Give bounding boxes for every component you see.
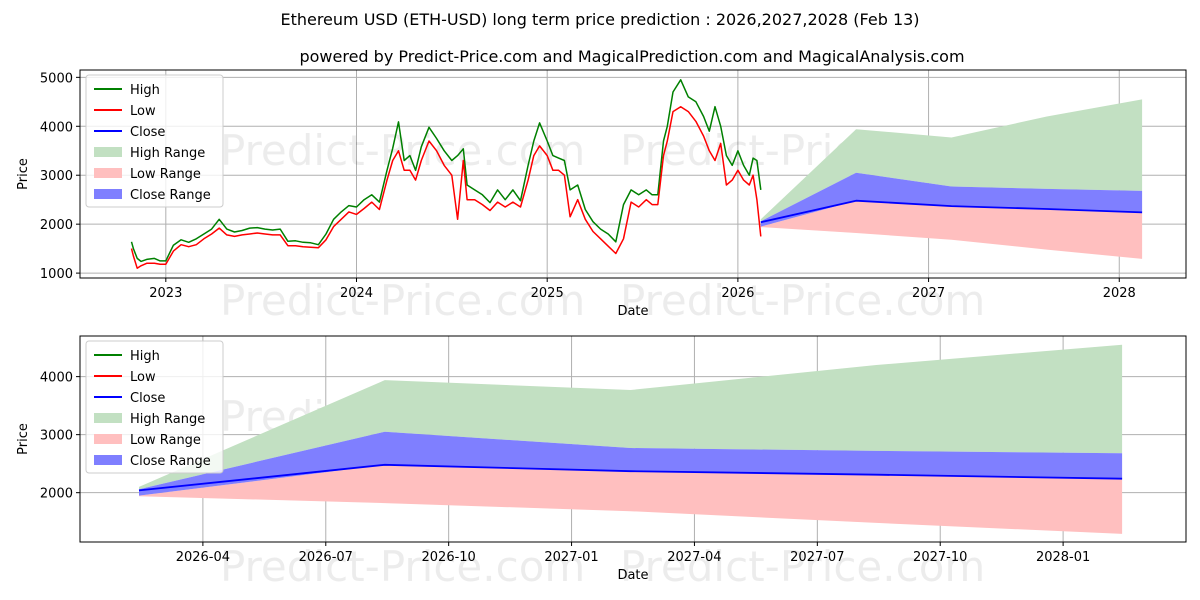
history-and-forecast-y-tick-label: 2000 [40,218,73,233]
close-forecast-line [138,463,1123,492]
forecast-zoom-x-tick-label: 2026-07 [299,550,353,565]
forecast-zoom-x-tick-label: 2028-01 [1036,550,1090,565]
legend-label-high: High [130,349,160,364]
forecast-zoom-legend: High Low Close High Range Low Range Close Ran… [85,340,224,474]
history-and-forecast-y-tick-label: 4000 [40,120,73,135]
chart-title-line2: powered by Predict-Price.com and Magical… [299,47,964,66]
history-and-forecast-x-axis-label: Date [617,304,648,319]
forecast-zoom-x-axis-label: Date [617,568,648,583]
legend-swatch-close-range [94,189,122,199]
forecast-zoom-y-tick-label: 3000 [40,429,73,444]
forecast-zoom-x-tick-label: 2027-04 [667,550,721,565]
chart-title-line1: Ethereum USD (ETH-USD) long term price p… [280,10,919,29]
history-and-forecast-y-tick-label: 3000 [40,169,73,184]
legend-label-high-range: High Range [130,146,205,161]
history-chart-panel: Predict-Price.com Predict-Price.comPredic… [16,69,1187,325]
forecast-zoom-x-tick-label: 2027-07 [790,550,844,565]
legend-label-low: Low [130,104,156,119]
forecast-zoom-y-tick-label: 4000 [40,371,73,386]
legend-label-close: Close [130,125,165,140]
legend-label-close-range: Close Range [130,188,211,203]
forecast-chart-panel: Predict-Price.comPredict-Price.comPredic… [16,335,1187,591]
legend-label-close: Close [130,391,165,406]
low-range-band [760,200,1143,259]
legend-label-high: High [130,83,160,98]
forecast-zoom-x-tick-label: 2026-04 [176,550,230,565]
history-and-forecast-x-tick-label: 2028 [1103,286,1136,301]
legend-label-low: Low [130,370,156,385]
watermark-text: Predict-Price.com [620,276,985,325]
history-and-forecast-x-tick-label: 2027 [912,286,945,301]
legend-swatch-high-range [94,413,122,423]
legend-label-high-range: High Range [130,412,205,427]
history-and-forecast-legend: High Low Close High Range Low Range Close Ran… [85,74,224,208]
close-forecast-line [760,199,1143,224]
high-range-band [139,344,1123,490]
legend-swatch-close-range [94,455,122,465]
high-price-line [130,79,762,263]
history-and-forecast-plot-area [130,79,1143,269]
legend-label-low-range: Low Range [130,167,201,182]
forecast-zoom-plot-area [138,344,1123,534]
history-and-forecast-x-tick-label: 2024 [340,286,373,301]
watermark-text: Predict-Price.com [620,542,985,591]
history-and-forecast-axes-frame [79,69,1187,279]
history-and-forecast-y-axis-label: Price [16,158,31,190]
legend-swatch-low-range [94,434,122,444]
close-range-band [760,172,1143,227]
forecast-zoom-x-tick-label: 2026-10 [422,550,476,565]
history-and-forecast-y-tick-label: 5000 [40,71,73,86]
legend-swatch-high-range [94,147,122,157]
history-and-forecast-x-tick-label: 2025 [531,286,564,301]
high-range-band [760,99,1143,222]
legend-label-close-range: Close Range [130,454,211,469]
history-and-forecast-x-tick-label: 2023 [149,286,182,301]
forecast-zoom-y-tick-label: 2000 [40,487,73,502]
forecast-zoom-y-axis-label: Price [16,423,31,455]
forecast-zoom-axes-frame [79,335,1187,543]
watermark-text: Predict-Price.com [220,276,585,325]
close-range-band [139,431,1123,496]
legend-swatch-low-range [94,168,122,178]
forecast-zoom-x-tick-label: 2027-10 [913,550,967,565]
low-range-band [139,464,1123,534]
history-and-forecast-y-tick-label: 1000 [40,267,73,282]
watermark-text: Predict-Price.com [220,542,585,591]
legend-label-low-range: Low Range [130,433,201,448]
forecast-zoom-x-tick-label: 2027-01 [544,550,598,565]
history-and-forecast-x-tick-label: 2026 [721,286,754,301]
low-price-line [130,105,762,269]
